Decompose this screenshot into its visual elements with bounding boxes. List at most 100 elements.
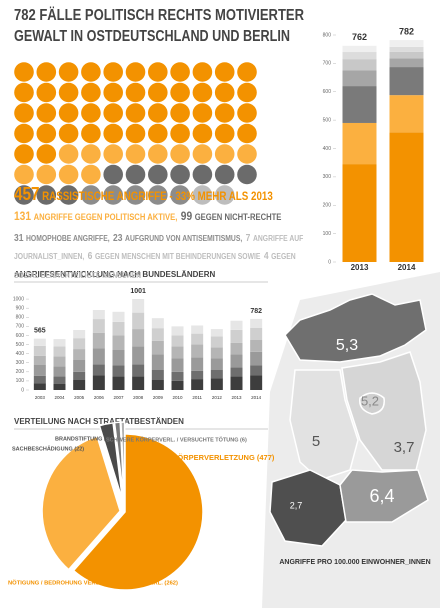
- x-tick-label: 2014: [251, 395, 262, 400]
- bar-segment: [53, 383, 66, 390]
- bar-segment: [33, 375, 46, 384]
- bar-segment: [132, 376, 145, 390]
- bar-segment: [112, 311, 125, 322]
- bar-segment: [250, 375, 263, 390]
- bar-segment: [171, 346, 184, 359]
- dot: [148, 164, 168, 185]
- motive-value: 7: [245, 232, 251, 244]
- x-tick-label: 2007: [113, 395, 124, 400]
- bar-segment: [33, 383, 46, 390]
- bar-segment: [92, 332, 105, 349]
- bar-segment: [191, 357, 204, 371]
- dot: [36, 62, 57, 82]
- x-tick-label: 2006: [94, 395, 105, 400]
- dot: [148, 103, 168, 123]
- dot: [81, 164, 101, 185]
- pie-label: NÖTIGUNG / BEDROHUNG VERSUCHTE KÖRPERVER…: [8, 580, 178, 587]
- bar-segment: [250, 365, 263, 376]
- bar-segment: [73, 380, 86, 390]
- motive-text: 457 RASSISTISCHE ANGRIFFE - 33% MEHR ALS …: [14, 184, 320, 283]
- bar-segment: [389, 95, 424, 133]
- bar-segment: [53, 376, 66, 384]
- bar-segment: [92, 364, 105, 376]
- dot: [103, 82, 123, 103]
- bar-segment: [171, 335, 184, 347]
- bar-segment: [389, 67, 424, 96]
- y-tick-label: 600: [16, 333, 25, 339]
- x-tick-label: 2005: [74, 395, 85, 400]
- dot: [192, 62, 213, 82]
- dot: [81, 123, 101, 144]
- bar-segment: [250, 328, 263, 340]
- motive-value: 6: [87, 251, 93, 263]
- bar-segment: [230, 342, 243, 355]
- y-tick-label: 500: [323, 117, 332, 123]
- bar-segment: [191, 333, 204, 345]
- dot: [103, 164, 123, 185]
- bar-segment: [112, 335, 125, 350]
- dot: [81, 185, 101, 205]
- bar-segment: [132, 346, 145, 365]
- dot: [148, 144, 168, 164]
- bar-segment: [389, 58, 424, 68]
- dot: [36, 144, 57, 164]
- bar-segment: [151, 340, 164, 355]
- dot: [36, 164, 57, 185]
- bar-segment: [73, 360, 86, 372]
- bar-segment: [342, 164, 377, 262]
- bar-segment: [342, 52, 377, 60]
- dot: [214, 123, 235, 144]
- x-tick-label: 2004: [54, 395, 65, 400]
- motive-value: 31: [14, 232, 24, 244]
- bar-segment: [92, 319, 105, 333]
- x-tick-label: 2012: [212, 395, 223, 400]
- x-tick-label: 2010: [172, 395, 183, 400]
- bar-segment: [210, 347, 223, 359]
- y-tick-label: 200: [16, 369, 25, 375]
- dot: [214, 185, 235, 205]
- pie-slice: [41, 435, 121, 571]
- dot: [58, 82, 79, 103]
- motive-value: 99: [180, 209, 193, 224]
- region-value: 2,7: [290, 500, 303, 510]
- bar-segment: [342, 122, 377, 165]
- map-region: [269, 469, 347, 547]
- map-region: [341, 351, 427, 471]
- y-tick-label: 800: [16, 315, 25, 321]
- bar-segment: [151, 328, 164, 341]
- dot: [148, 82, 168, 103]
- y-tick-label: 300: [16, 360, 25, 366]
- bar-segment: [171, 326, 184, 336]
- map-region: [339, 469, 429, 523]
- dot: [170, 185, 190, 205]
- bar-segment: [230, 329, 243, 343]
- bar-segment: [171, 380, 184, 390]
- x-tick-label: 2003: [35, 395, 46, 400]
- dot: [14, 185, 34, 205]
- motive-text: GEGEN NICHT-RECHTE: [194, 212, 282, 223]
- dot: [14, 82, 34, 103]
- y-tick-label: 1000: [13, 296, 24, 302]
- y-tick-label: 700: [16, 324, 25, 330]
- dot: [214, 103, 235, 123]
- dot: [81, 82, 101, 103]
- title-line: GEWALT IN OSTDEUTSCHLAND UND BERLIN: [14, 28, 290, 45]
- dot: [237, 144, 257, 164]
- bar-segment: [53, 339, 66, 347]
- title-line: 782 FÄLLE POLITISCH RECHTS MOTIVIERTER: [14, 6, 304, 24]
- pie-label: SACHBESCHÄDIGUNG (22): [12, 445, 84, 452]
- map-caption: ANGRIFFE PRO 100.000 EINWOHNER_INNEN: [279, 559, 430, 566]
- dot: [58, 144, 79, 164]
- dot: [214, 164, 235, 185]
- dot: [170, 82, 190, 103]
- dot: [125, 164, 146, 185]
- bar-segment: [73, 338, 86, 350]
- map-region: [284, 293, 427, 363]
- bar-segment: [92, 348, 105, 365]
- dot: [14, 62, 34, 82]
- dot: [192, 82, 213, 103]
- dot: [103, 62, 123, 82]
- y-tick-label: 100: [323, 231, 332, 237]
- bar-segment: [112, 376, 125, 390]
- dot: [148, 62, 168, 82]
